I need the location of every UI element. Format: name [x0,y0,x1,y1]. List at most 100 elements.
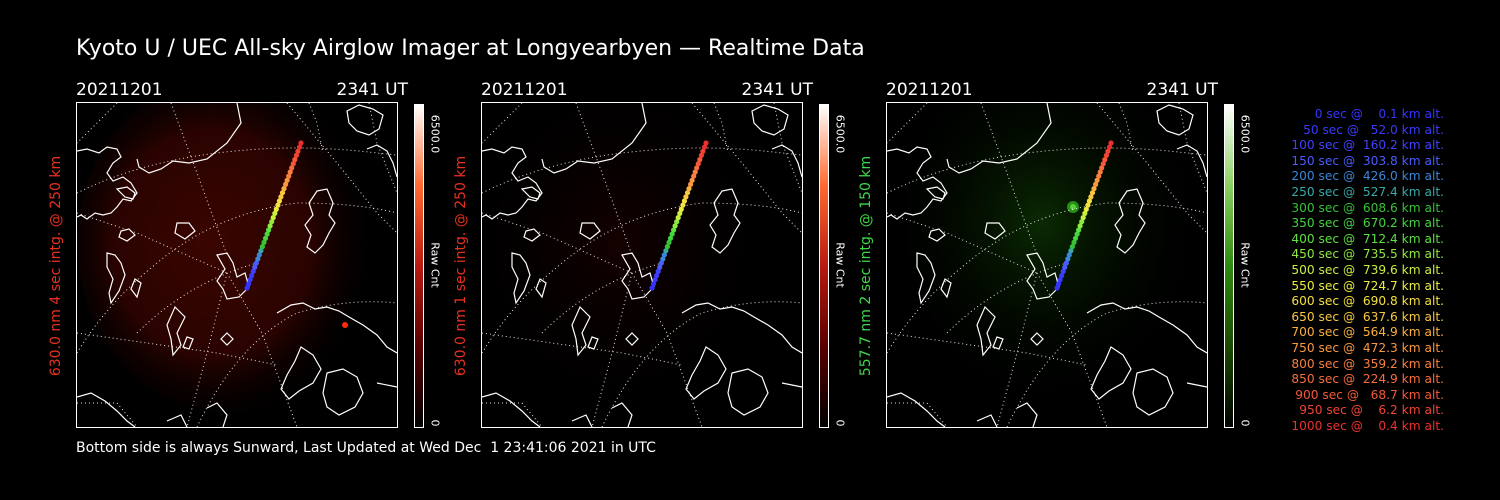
trajectory-point [290,161,296,167]
trajectory-point [264,231,270,237]
trajectory-point [1072,235,1079,241]
legend-row: 350 sec @ 670.2 km alt. [1291,216,1444,231]
trajectory-point [1097,169,1103,175]
trajectory-point [245,281,252,287]
trajectory-point [697,157,703,163]
footer-note: Bottom side is always Sunward, Last Upda… [76,440,656,456]
airglow-panel-557-2s: 20211201 2341 UT 557.7 nm 2 sec intg. @ … [858,80,1252,430]
panel-ylabel: 630.0 nm 1 sec intg. @ 250 km [451,104,471,428]
trajectory-point [649,285,655,291]
trajectory-point [689,177,695,183]
trajectory-point [286,173,292,179]
trajectory-point [1099,165,1105,171]
trajectory-point [273,206,279,212]
legend-row: 250 sec @ 527.4 km alt. [1291,184,1444,199]
trajectory-point [683,194,689,200]
wavelength-label: 630.0 nm 1 sec intg. @ 250 km [453,155,469,377]
trajectory-point [650,281,657,287]
trajectory-point [244,285,250,291]
trajectory-point [298,140,304,146]
trajectory-point [1100,161,1106,167]
airglow-panel-630-4s: 20211201 2341 UT 630.0 nm 4 sec intg. @ … [48,80,442,430]
colorbar-unit-label: Raw Cnt [1238,242,1252,288]
trajectory-point [1057,277,1063,283]
trajectory-point [1082,210,1088,216]
trajectory-point [295,148,301,154]
legend-row: 950 sec @ 6.2 km alt. [1299,403,1444,418]
colorbar-min-label: 0 [428,419,442,427]
trajectory-point [279,190,286,196]
colorbar-min-label: 0 [833,419,847,427]
colorbar [819,104,829,428]
trajectory-point [247,277,253,283]
trajectory-point [250,268,256,274]
trajectory-point [296,144,303,150]
trajectory-point [1096,173,1102,179]
trajectory-point [680,202,686,208]
legend-row: 400 sec @ 712.4 km alt. [1291,231,1444,246]
trajectory-point [275,202,281,208]
colorbar-max-label: 6500.0 [428,114,442,154]
legend-row: 500 sec @ 739.6 km alt. [1291,262,1444,277]
trajectory-point [678,206,684,212]
trajectory-point [293,152,299,158]
legend-row: 650 sec @ 637.6 km alt. [1291,309,1444,324]
trajectory-point [1086,198,1092,204]
legend-row: 300 sec @ 608.6 km alt. [1291,200,1444,215]
trajectory-point [1074,231,1080,237]
panel-time: 2341 UT [741,80,814,100]
allsky-image [76,102,398,428]
legend-row: 600 sec @ 690.8 km alt. [1291,294,1444,309]
legend-row: 850 sec @ 224.9 km alt. [1291,372,1444,387]
trajectory-point [1080,215,1086,221]
trajectory-point [684,190,691,196]
trajectory-point [1094,177,1100,183]
legend-row: 800 sec @ 359.2 km alt. [1291,356,1444,371]
wavelength-label: 630.0 nm 4 sec intg. @ 250 km [48,155,64,377]
trajectory-point [692,169,698,175]
trajectory-point [677,210,683,216]
legend-row: 900 sec @ 68.7 km alt. [1295,387,1444,402]
trajectory-point [666,239,672,245]
trajectory-point [657,264,663,270]
panel-ylabel: 557.7 nm 2 sec intg. @ 150 km [856,104,876,428]
trajectory-point [283,181,289,187]
trajectory-point [658,260,664,266]
trajectory-point [261,239,267,245]
trajectory-point [1102,157,1108,163]
trajectory-point [266,227,272,233]
colorbar-unit-label: Raw Cnt [833,242,847,288]
trajectory-point [698,152,704,158]
trajectory-point [1066,252,1072,258]
trajectory-point [1077,223,1083,229]
trajectory-point [1071,239,1077,245]
trajectory-point [663,248,669,254]
legend-row: 200 sec @ 426.0 km alt. [1291,169,1444,184]
trajectory-point [688,181,694,187]
page-title: Kyoto U / UEC All-sky Airglow Imager at … [76,36,865,61]
trajectory-point [1063,260,1069,266]
legend-row: 100 sec @ 160.2 km alt. [1291,138,1444,153]
trajectory-point [287,169,293,175]
trajectory-point [253,260,259,266]
trajectory-point [674,219,680,225]
trajectory-point [289,165,295,171]
legend-row: 0 sec @ 0.1 km alt. [1314,107,1444,121]
trajectory-point [1106,144,1113,150]
panel-ylabel: 630.0 nm 4 sec intg. @ 250 km [46,104,66,428]
trajectory-point [700,148,706,154]
trajectory-point [669,231,675,237]
trajectory-point [1105,148,1111,154]
trajectory-legend: 0 sec @ 0.1 km alt. 50 sec @ 52.0 km alt.… [1262,107,1444,434]
trajectory-point [262,235,269,241]
trajectory-point [667,235,674,241]
trajectory-point [276,198,282,204]
trajectory-point [1076,227,1082,233]
legend-row: 1000 sec @ 0.4 km alt. [1291,418,1444,433]
trajectory-point [652,277,658,283]
trajectory-point [1108,140,1114,146]
trajectory-point [269,219,275,225]
trajectory-point [267,223,273,229]
trajectory-point [1089,190,1096,196]
trajectory-point [249,273,255,279]
